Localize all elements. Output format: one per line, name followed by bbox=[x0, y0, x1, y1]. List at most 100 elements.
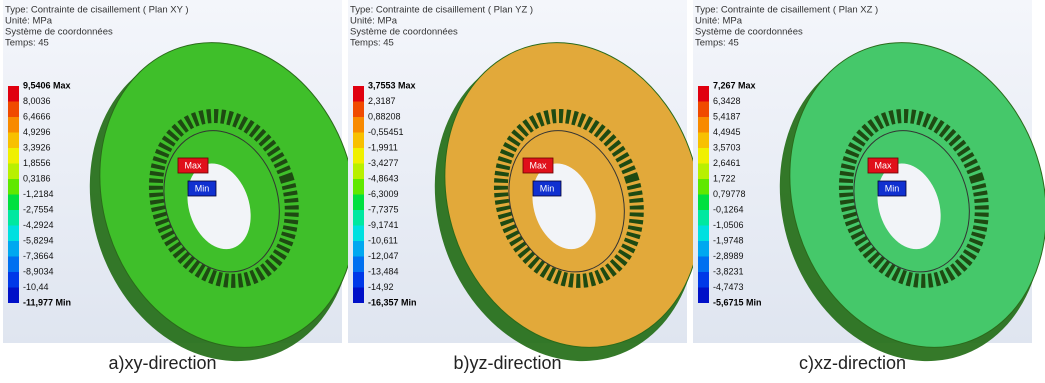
legend-label: -3,4277 bbox=[368, 158, 399, 168]
legend-band bbox=[8, 164, 19, 180]
legend-band bbox=[8, 195, 19, 211]
caption: c)xz-direction bbox=[799, 353, 906, 373]
legend-band bbox=[698, 195, 709, 211]
legend-label: 9,5406 Max bbox=[23, 80, 71, 90]
legend-band bbox=[8, 210, 19, 226]
legend-label: -1,9911 bbox=[368, 142, 398, 152]
legend-label: -10,44 bbox=[23, 282, 49, 292]
legend-label: -7,7375 bbox=[368, 204, 399, 214]
legend-band bbox=[698, 288, 709, 304]
legend-label: -1,9748 bbox=[713, 235, 744, 245]
legend-band bbox=[8, 86, 19, 102]
legend-band bbox=[353, 133, 364, 149]
legend-label: -7,3664 bbox=[23, 251, 54, 261]
legend-band bbox=[8, 272, 19, 288]
legend-band bbox=[698, 164, 709, 180]
legend-label: 0,3186 bbox=[23, 173, 51, 183]
legend-band bbox=[353, 164, 364, 180]
header-line: Système de coordonnées bbox=[695, 27, 803, 38]
legend-band bbox=[353, 148, 364, 164]
legend-band bbox=[353, 226, 364, 242]
legend-label: 0,88208 bbox=[368, 111, 401, 121]
panel: Type: Contrainte de cisaillement ( Plan … bbox=[693, 0, 1045, 383]
legend-label: 7,267 Max bbox=[713, 80, 756, 90]
legend-band bbox=[8, 226, 19, 242]
legend-band bbox=[353, 102, 364, 118]
legend-band bbox=[698, 257, 709, 273]
caption: a)xy-direction bbox=[108, 353, 216, 373]
legend-band bbox=[353, 241, 364, 257]
legend-band bbox=[698, 148, 709, 164]
legend-band bbox=[698, 226, 709, 242]
max-tag: Max bbox=[529, 160, 547, 170]
legend-label: 1,8556 bbox=[23, 158, 51, 168]
min-tag: Min bbox=[885, 183, 900, 193]
legend-label: -1,2184 bbox=[23, 189, 54, 199]
legend-label: -9,1741 bbox=[368, 220, 399, 230]
legend-band bbox=[353, 86, 364, 102]
legend-label: -10,611 bbox=[368, 235, 398, 245]
header-line: Unité: MPa bbox=[350, 16, 398, 27]
legend-label: -11,977 Min bbox=[23, 297, 71, 307]
legend-label: -6,3009 bbox=[368, 189, 399, 199]
legend-label: -4,7473 bbox=[713, 282, 744, 292]
legend-band bbox=[698, 133, 709, 149]
legend-label: -16,357 Min bbox=[368, 297, 417, 307]
figure: Type: Contrainte de cisaillement ( Plan … bbox=[0, 0, 1045, 383]
legend-label: -14,92 bbox=[368, 282, 394, 292]
header-line: Type: Contrainte de cisaillement ( Plan … bbox=[350, 5, 533, 16]
legend-label: 1,722 bbox=[713, 173, 736, 183]
legend-label: -2,8989 bbox=[713, 251, 744, 261]
legend-band bbox=[353, 288, 364, 304]
legend-band bbox=[698, 179, 709, 195]
legend-label: -12,047 bbox=[368, 251, 399, 261]
min-tag: Min bbox=[195, 183, 210, 193]
legend-band bbox=[698, 272, 709, 288]
max-tag: Max bbox=[184, 160, 202, 170]
header-line: Système de coordonnées bbox=[350, 27, 458, 38]
legend-label: 8,0036 bbox=[23, 96, 51, 106]
legend-band bbox=[8, 133, 19, 149]
header-line: Type: Contrainte de cisaillement ( Plan … bbox=[5, 5, 189, 16]
legend-label: -4,2924 bbox=[23, 220, 54, 230]
legend-band bbox=[8, 148, 19, 164]
legend-label: -13,484 bbox=[368, 266, 399, 276]
max-tag: Max bbox=[874, 160, 892, 170]
legend-band bbox=[8, 117, 19, 133]
legend-band bbox=[353, 272, 364, 288]
legend-label: -4,8643 bbox=[368, 173, 399, 183]
legend-band bbox=[698, 102, 709, 118]
legend-label: 3,7553 Max bbox=[368, 80, 416, 90]
legend-label: 2,6461 bbox=[713, 158, 741, 168]
legend-label: -3,8231 bbox=[713, 266, 744, 276]
legend-band bbox=[8, 288, 19, 304]
legend-label: -8,9034 bbox=[23, 266, 54, 276]
legend-label: 3,3926 bbox=[23, 142, 51, 152]
legend-band bbox=[698, 86, 709, 102]
legend-band bbox=[8, 179, 19, 195]
legend-label: 0,79778 bbox=[713, 189, 746, 199]
legend-band bbox=[698, 241, 709, 257]
legend-band bbox=[353, 195, 364, 211]
caption: b)yz-direction bbox=[453, 353, 561, 373]
legend-label: 4,9296 bbox=[23, 127, 51, 137]
header-line: Temps: 45 bbox=[5, 38, 49, 49]
header-line: Type: Contrainte de cisaillement ( Plan … bbox=[695, 5, 878, 16]
legend-band bbox=[698, 210, 709, 226]
legend-label: 6,4666 bbox=[23, 111, 51, 121]
legend-label: -5,8294 bbox=[23, 235, 54, 245]
legend-band bbox=[353, 179, 364, 195]
legend-label: 5,4187 bbox=[713, 111, 741, 121]
legend-label: -0,55451 bbox=[368, 127, 404, 137]
legend-label: 4,4945 bbox=[713, 127, 741, 137]
legend-band bbox=[8, 257, 19, 273]
legend-label: 2,3187 bbox=[368, 96, 396, 106]
legend-label: -5,6715 Min bbox=[713, 297, 762, 307]
legend-label: 3,5703 bbox=[713, 142, 741, 152]
legend-label: -2,7554 bbox=[23, 204, 54, 214]
header-line: Unité: MPa bbox=[695, 16, 743, 27]
header-line: Système de coordonnées bbox=[5, 27, 113, 38]
header-line: Unité: MPa bbox=[5, 16, 53, 27]
panel: Type: Contrainte de cisaillement ( Plan … bbox=[348, 0, 740, 383]
legend-band bbox=[353, 257, 364, 273]
